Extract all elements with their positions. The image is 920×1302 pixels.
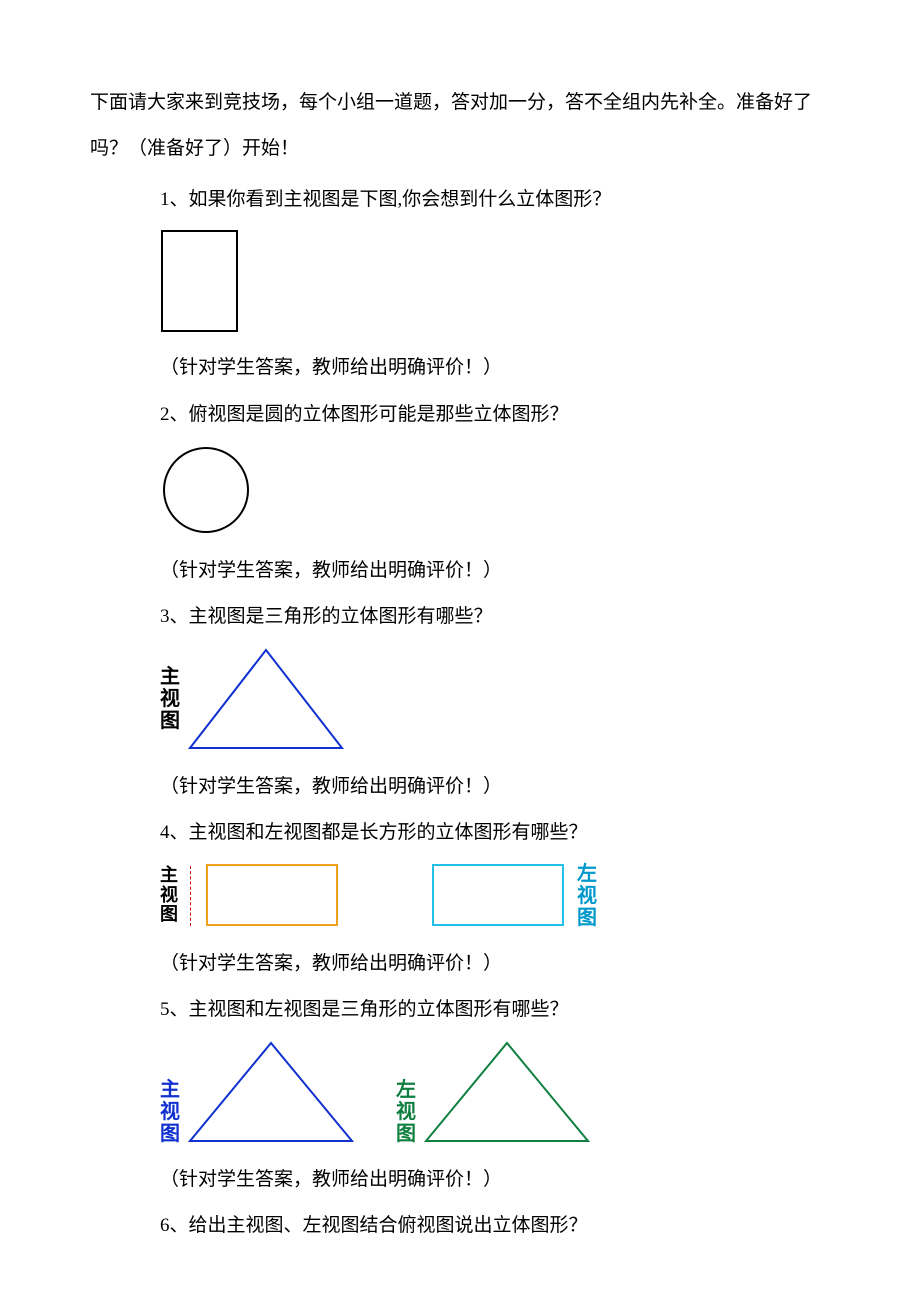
q4-rect-left	[205, 863, 341, 929]
q5-left-char2: 视	[160, 1101, 180, 1123]
q5-left-label: 主 视 图	[160, 1079, 180, 1145]
intro-text: 下面请大家来到竞技场，每个小组一道题，答对加一分，答不全组内先补全。准备好了吗？…	[90, 80, 830, 171]
q3-shape-row: 主 视 图	[160, 646, 830, 752]
q3-label-char1: 主	[160, 666, 180, 688]
q3-label: 主 视 图	[160, 666, 180, 732]
q6-text: 6、给出主视图、左视图结合俯视图说出立体图形？	[160, 1209, 830, 1243]
q5-triangle-left	[186, 1039, 356, 1145]
q1-rectangle	[160, 229, 240, 333]
q5-left-char1: 主	[160, 1079, 180, 1101]
q2-text: 2、俯视图是圆的立体图形可能是那些立体图形？	[160, 398, 830, 432]
q5-right-label: 左 视 图	[396, 1079, 416, 1145]
q5-note: （针对学生答案，教师给出明确评价！）	[160, 1163, 830, 1197]
q3-label-char2: 视	[160, 688, 180, 710]
q4-left-label: 主 视 图	[160, 866, 178, 925]
q3-note: （针对学生答案，教师给出明确评价！）	[160, 770, 830, 804]
q2-circle	[160, 444, 252, 536]
q5-triangle-right	[422, 1039, 592, 1145]
q1-note: （针对学生答案，教师给出明确评价！）	[160, 351, 830, 385]
q5-right-char1: 左	[396, 1079, 416, 1101]
q3-text: 3、主视图是三角形的立体图形有哪些？	[160, 600, 830, 634]
q2-shape-row	[160, 444, 830, 536]
q4-left-char3: 图	[160, 905, 178, 925]
q5-text: 5、主视图和左视图是三角形的立体图形有哪些？	[160, 993, 830, 1027]
q1-text: 1、如果你看到主视图是下图,你会想到什么立体图形？	[160, 183, 830, 217]
q1-shape-row	[160, 229, 830, 333]
q4-shape-row: 主 视 图 左 视 图	[160, 863, 830, 929]
q3-triangle	[186, 646, 346, 752]
q4-right-label: 左 视 图	[577, 863, 597, 929]
q5-right-char3: 图	[396, 1123, 416, 1145]
q3-label-char3: 图	[160, 710, 180, 732]
q4-right-char2: 视	[577, 885, 597, 907]
q4-right-char1: 左	[577, 863, 597, 885]
questions-container: 1、如果你看到主视图是下图,你会想到什么立体图形？ （针对学生答案，教师给出明确…	[160, 183, 830, 1243]
q4-rect-right	[431, 863, 567, 929]
q4-text: 4、主视图和左视图都是长方形的立体图形有哪些？	[160, 816, 830, 850]
q5-left-char3: 图	[160, 1123, 180, 1145]
q2-note: （针对学生答案，教师给出明确评价！）	[160, 554, 830, 588]
q5-right-char2: 视	[396, 1101, 416, 1123]
q4-left-char2: 视	[160, 886, 178, 906]
q4-note: （针对学生答案，教师给出明确评价！）	[160, 947, 830, 981]
q4-left-char1: 主	[160, 866, 178, 886]
q5-shape-row: 主 视 图 左 视 图	[160, 1039, 830, 1145]
q4-dashed-line	[190, 866, 191, 926]
q4-right-char3: 图	[577, 907, 597, 929]
